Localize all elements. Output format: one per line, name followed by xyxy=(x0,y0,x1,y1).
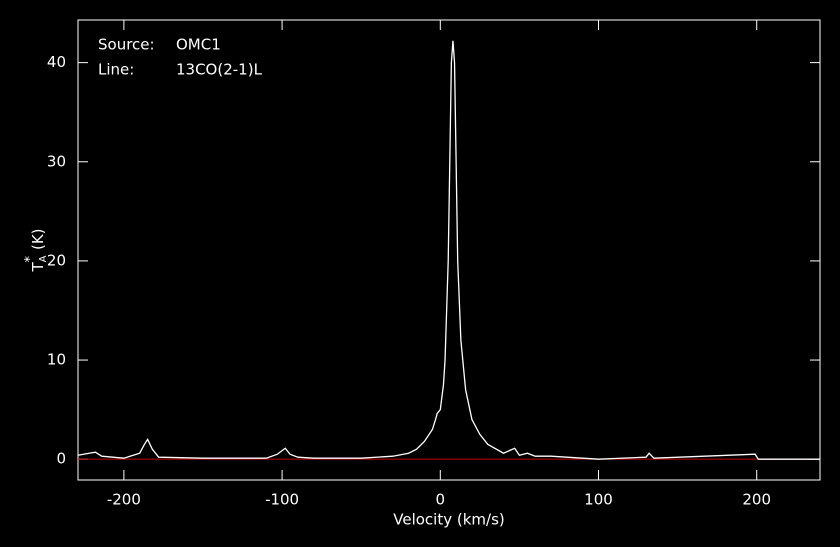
x-tick-label: -100 xyxy=(265,491,299,509)
y-tick-label: 10 xyxy=(47,351,66,369)
spectrum-line xyxy=(77,40,820,460)
y-tick-label: 40 xyxy=(47,53,66,71)
annotation-value: 13CO(2-1)L xyxy=(176,61,263,79)
annotation-value: OMC1 xyxy=(176,36,221,54)
y-axis-label: TA* (K) xyxy=(23,228,50,272)
x-tick-label: 200 xyxy=(742,491,771,509)
y-label-unit: (K) xyxy=(29,228,47,250)
x-tick-label: 100 xyxy=(584,491,613,509)
y-tick-label: 0 xyxy=(56,450,66,468)
y-label-main: T xyxy=(29,262,47,273)
y-tick-label: 20 xyxy=(47,251,66,269)
annotation-label: Line: xyxy=(98,61,134,79)
y-tick-label: 30 xyxy=(47,152,66,170)
plot-frame xyxy=(77,19,821,481)
x-tick-label: -200 xyxy=(107,491,141,509)
y-label-sub: A xyxy=(38,255,49,262)
annotation-label: Source: xyxy=(98,36,155,54)
x-axis-label: Velocity (km/s) xyxy=(393,511,504,529)
x-tick-label: 0 xyxy=(436,491,446,509)
y-label-sup: * xyxy=(23,256,38,263)
